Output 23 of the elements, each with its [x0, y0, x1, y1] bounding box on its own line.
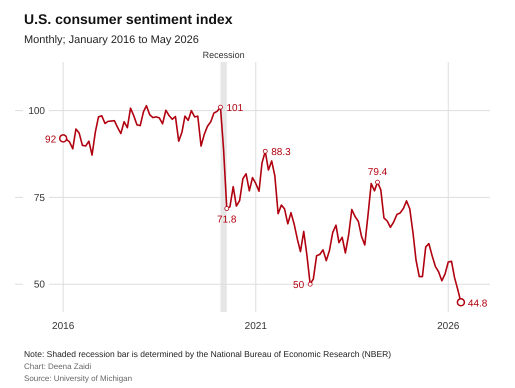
y-tick-label: 100 [28, 106, 46, 118]
x-tick-label: 2021 [244, 321, 268, 332]
point [224, 206, 230, 211]
annotation: 71.8 [217, 214, 237, 226]
point [308, 282, 313, 287]
point [218, 104, 223, 110]
annotation: 79.4 [368, 167, 388, 178]
chart-subtitle: Monthly; January 2016 to May 2026 [24, 34, 199, 46]
annotation: 101 [226, 103, 244, 114]
annotation: 92 [45, 134, 57, 146]
source-note: Source: University of Michigan [24, 374, 132, 383]
point [262, 148, 268, 154]
text: Note: Shaded recession bar is determined by the National Bureau of Economic Research (NBER) [24, 349, 392, 359]
x-tick-label: 2026 [437, 321, 460, 332]
y-tick-label: 50 [34, 280, 46, 291]
y-tick-label: 75 [34, 192, 46, 204]
chart-title: U.S. consumer sentiment index [24, 11, 233, 27]
annotation: 44.8 [468, 298, 488, 310]
band-label: Recession [202, 50, 245, 60]
x-tick-label: 2016 [52, 321, 75, 332]
text: Chart: Deena Zaidi [24, 362, 92, 371]
annotation: 50 [293, 280, 305, 292]
annotation: 88.3 [271, 147, 292, 158]
